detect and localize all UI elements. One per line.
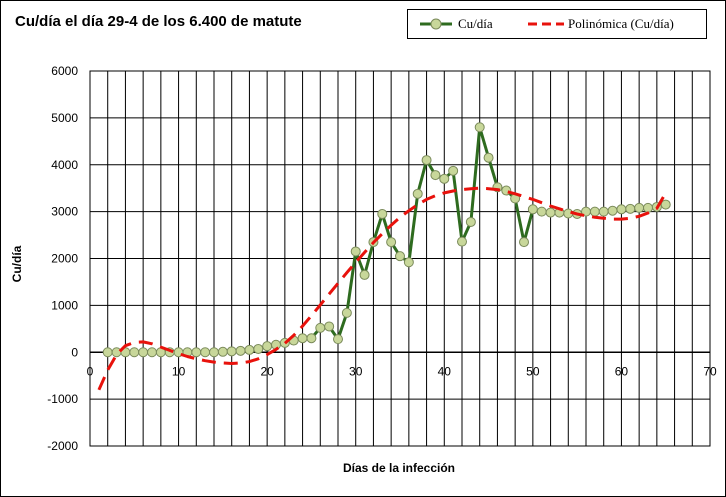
data-point-cu-dia bbox=[439, 173, 450, 184]
y-tick-label: 3000 bbox=[51, 205, 78, 219]
data-point-cu-dia bbox=[457, 236, 467, 247]
data-point-cu-dia bbox=[333, 334, 343, 345]
data-point-cu-dia bbox=[191, 347, 202, 358]
x-tick-label: 40 bbox=[438, 364, 452, 378]
y-tick-label: 5000 bbox=[51, 111, 78, 125]
legend-label-polinomica: Polinómica (Cu/día) bbox=[568, 16, 674, 31]
data-point-cu-dia bbox=[625, 203, 636, 214]
legend-item-cu-dia: Cu/día bbox=[414, 10, 534, 38]
y-tick-label: 0 bbox=[71, 345, 78, 359]
y-tick-label: 1000 bbox=[51, 298, 78, 312]
data-point-cu-dia bbox=[262, 341, 273, 352]
x-tick-label: 30 bbox=[349, 364, 363, 378]
data-point-cu-dia bbox=[297, 333, 308, 344]
data-point-cu-dia bbox=[643, 202, 653, 213]
x-tick-labels: 0 10 20 30 40 50 60 70 bbox=[87, 364, 717, 378]
data-point-cu-dia bbox=[129, 347, 140, 358]
data-point-cu-dia bbox=[341, 307, 352, 318]
legend: Cu/día Polinómica (Cu/día) bbox=[407, 9, 707, 39]
legend-label-cu-dia: Cu/día bbox=[458, 16, 493, 31]
data-point-cu-dia bbox=[244, 344, 255, 355]
data-point-cu-dia bbox=[403, 257, 414, 268]
data-point-cu-dia bbox=[483, 152, 494, 163]
y-tick-label: 2000 bbox=[51, 252, 78, 266]
chart-title: Cu/día el día 29-4 de los 6.400 de matut… bbox=[15, 13, 302, 30]
x-tick-label: 50 bbox=[526, 364, 540, 378]
data-point-cu-dia bbox=[359, 269, 370, 280]
data-point-cu-dia bbox=[377, 208, 388, 219]
data-point-cu-dia bbox=[102, 347, 113, 358]
data-point-cu-dia bbox=[147, 347, 157, 358]
data-point-cu-dia bbox=[324, 321, 335, 332]
data-point-cu-dia bbox=[545, 207, 556, 218]
data-point-cu-dia bbox=[519, 237, 529, 248]
data-point-cu-dia bbox=[660, 199, 671, 210]
data-point-cu-dia bbox=[421, 155, 432, 166]
y-axis-label: Cu/día bbox=[10, 245, 24, 283]
x-tick-label: 60 bbox=[615, 364, 629, 378]
y-tick-label: 4000 bbox=[51, 158, 78, 172]
data-point-cu-dia bbox=[527, 204, 538, 215]
legend-swatch-polinomica bbox=[528, 22, 564, 26]
data-point-cu-dia bbox=[315, 322, 326, 333]
x-axis-label: Días de la infección bbox=[342, 461, 456, 475]
data-point-cu-dia bbox=[598, 206, 609, 217]
data-point-cu-dia bbox=[430, 170, 441, 181]
data-point-cu-dia bbox=[616, 204, 627, 215]
data-point-cu-dia bbox=[465, 216, 476, 227]
series-layer bbox=[97, 122, 671, 391]
data-point-cu-dia bbox=[138, 347, 149, 358]
data-point-cu-dia bbox=[350, 246, 361, 257]
data-point-cu-dia bbox=[209, 347, 219, 358]
y-tick-label: -1000 bbox=[47, 392, 78, 406]
x-tick-label: 10 bbox=[172, 364, 186, 378]
legend-swatch-cu-dia bbox=[420, 18, 452, 30]
data-point-cu-dia bbox=[111, 347, 122, 358]
x-tick-label: 70 bbox=[703, 364, 717, 378]
data-point-cu-dia bbox=[200, 347, 211, 358]
data-point-cu-dia bbox=[634, 202, 645, 213]
data-point-cu-dia bbox=[235, 345, 246, 356]
data-point-cu-dia bbox=[412, 188, 423, 199]
data-point-cu-dia bbox=[448, 165, 459, 176]
data-point-cu-dia bbox=[607, 205, 618, 216]
data-point-cu-dia bbox=[395, 251, 405, 262]
y-tick-label: 6000 bbox=[51, 64, 78, 78]
x-tick-label: 0 bbox=[87, 364, 94, 378]
data-point-cu-dia bbox=[253, 343, 264, 354]
y-tick-label: -2000 bbox=[47, 439, 78, 453]
y-tick-labels: -2000 -1000 0 1000 2000 3000 4000 5000 6000 bbox=[47, 64, 78, 453]
x-tick-label: 20 bbox=[260, 364, 274, 378]
data-point-cu-dia bbox=[589, 206, 600, 217]
data-point-cu-dia bbox=[474, 122, 485, 133]
data-point-cu-dia bbox=[536, 206, 547, 217]
series-line-polinomica bbox=[97, 186, 668, 391]
data-point-cu-dia bbox=[306, 333, 317, 344]
legend-item-polinomica: Polinómica (Cu/día) bbox=[526, 10, 704, 38]
data-point-cu-dia bbox=[386, 237, 397, 248]
data-point-cu-dia bbox=[226, 346, 237, 357]
data-point-cu-dia bbox=[217, 346, 228, 357]
